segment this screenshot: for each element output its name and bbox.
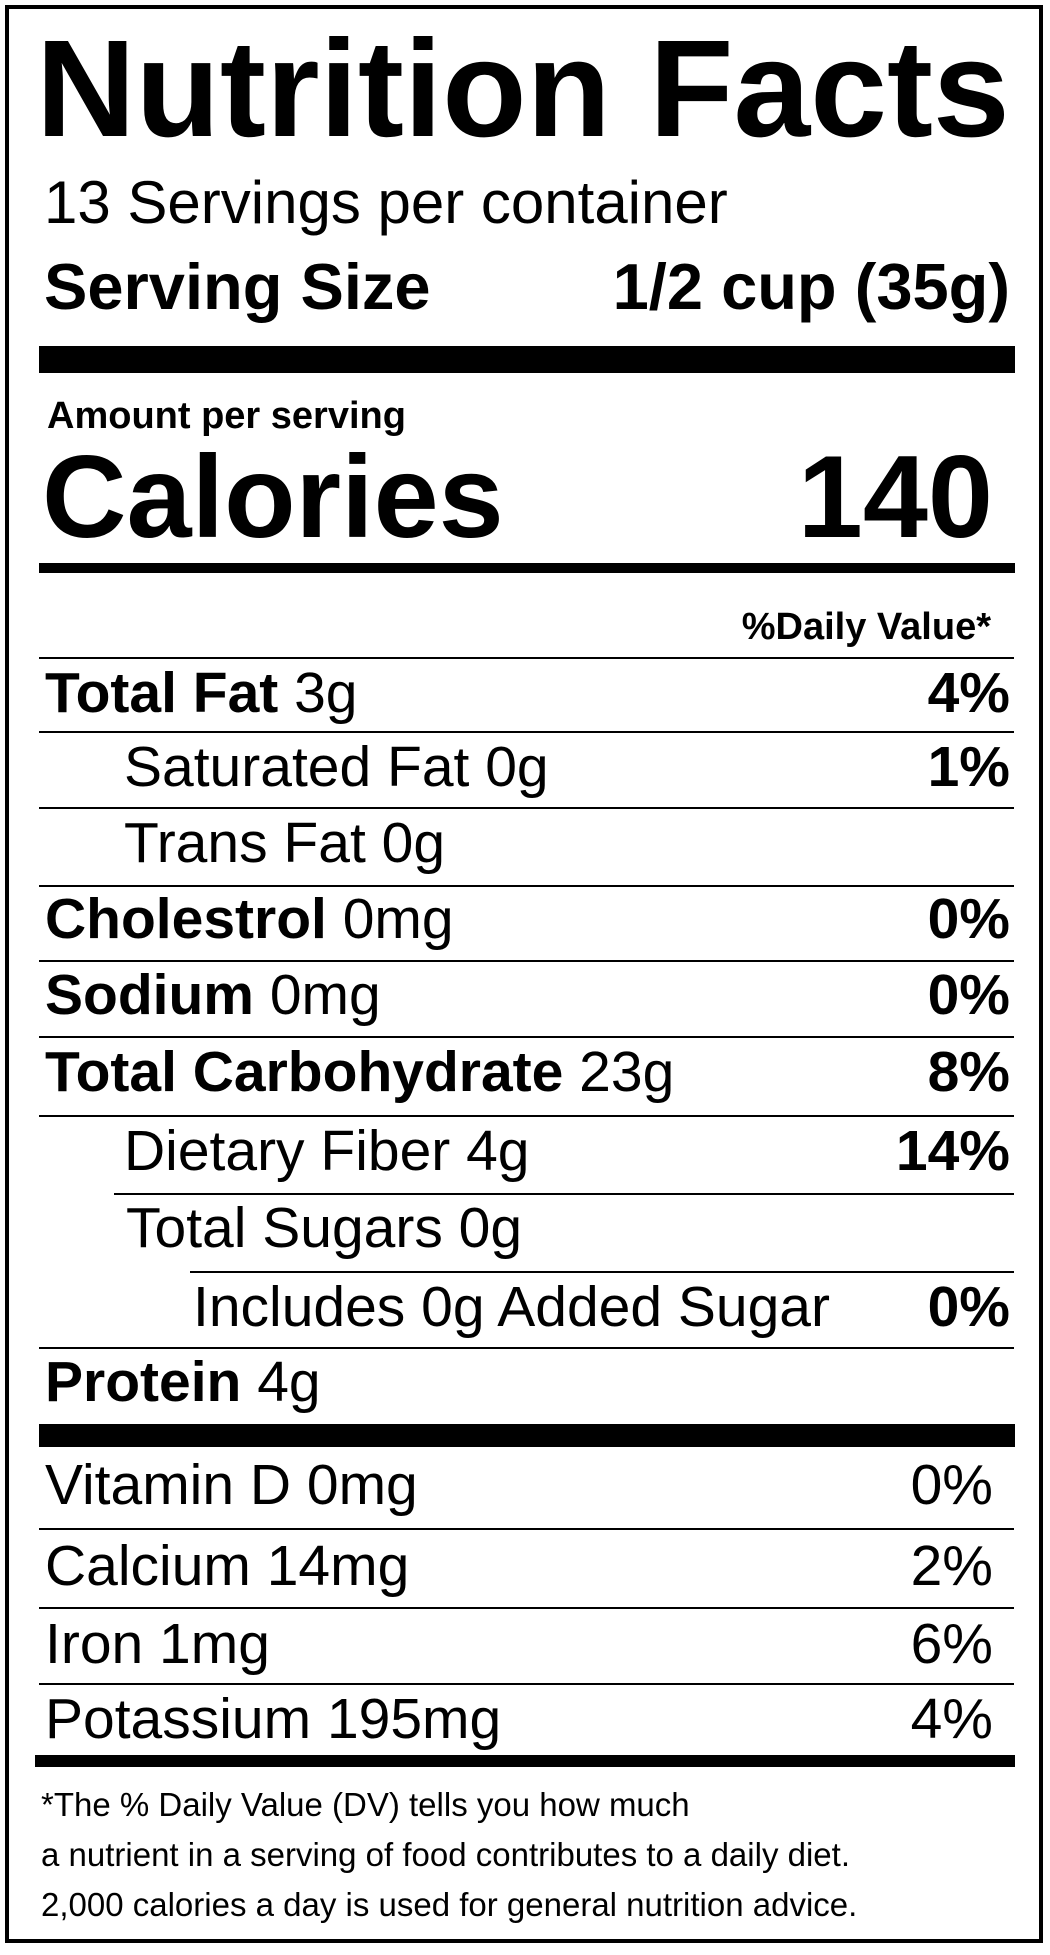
nutrient-row: Total Fat 3g (45, 665, 358, 722)
nutrient-name: Includes 0g Added Sugar (193, 1275, 830, 1339)
serving-size-label: Serving Size (44, 250, 431, 323)
amount-per-serving: Amount per serving (47, 395, 406, 437)
nutrient-amount: 0mg (326, 887, 454, 951)
nutrient-daily-value: 8% (927, 1040, 1010, 1104)
row-divider (39, 657, 1014, 659)
row-divider (114, 1193, 1014, 1195)
nutrient-daily-value: 0% (927, 1275, 1010, 1339)
nutrient-row: Includes 0g Added Sugar (193, 1279, 830, 1336)
row-divider (39, 1607, 1014, 1609)
nutrient-row: Total Carbohydrate 23g (45, 1044, 674, 1101)
nutrient-daily-value: 0% (927, 887, 1010, 951)
row-divider (39, 960, 1014, 962)
nutrient-amount: 23g (563, 1040, 675, 1104)
nutrient-name: Trans Fat 0g (124, 811, 446, 875)
nutrient-amount: 3g (278, 661, 358, 725)
nutrient-amount: 4g (241, 1350, 321, 1414)
vitamin-daily-value: 2% (910, 1534, 993, 1598)
row-divider (39, 807, 1014, 809)
vitamin-daily-value: 6% (910, 1612, 993, 1676)
nutrient-name: Protein (45, 1350, 242, 1414)
thick-divider (39, 346, 1015, 373)
nutrient-row: Sodium 0mg (45, 967, 381, 1024)
nutrient-row: Total Sugars 0g (126, 1200, 522, 1257)
nutrient-row: Protein 4g (45, 1354, 321, 1411)
nutrient-name: Total Fat (45, 661, 279, 725)
nutrient-name: Sodium (45, 963, 254, 1027)
nutrient-row: Dietary Fiber 4g (124, 1123, 530, 1180)
nutrient-daily-value: 0% (927, 963, 1010, 1027)
row-divider (39, 1528, 1014, 1530)
nutrient-amount: 0mg (254, 963, 381, 1027)
footnote-line: a nutrient in a serving of food contribu… (41, 1836, 850, 1873)
footnote-line: *The % Daily Value (DV) tells you how mu… (41, 1786, 690, 1823)
nutrient-daily-value: 1% (927, 735, 1010, 799)
vitamin-name: Calcium 14mg (45, 1534, 410, 1598)
nutrient-daily-value: 14% (895, 1119, 1010, 1183)
medium-divider (35, 1755, 1015, 1767)
nutrient-name: Cholestrol (45, 887, 327, 951)
footnote-line: 2,000 calories a day is used for general… (41, 1886, 858, 1923)
row-divider (39, 885, 1014, 887)
row-divider (39, 731, 1014, 733)
nutrient-name: Total Carbohydrate (45, 1040, 564, 1104)
row-divider (39, 1115, 1014, 1117)
nutrient-row: Cholestrol 0mg (45, 891, 454, 948)
row-divider (39, 1683, 1014, 1685)
vitamin-daily-value: 0% (910, 1453, 993, 1517)
vitamin-name: Vitamin D 0mg (45, 1453, 418, 1517)
servings-per-container: 13 Servings per container (44, 169, 728, 236)
nutrient-name: Dietary Fiber 4g (124, 1119, 530, 1183)
nutrition-label-border (5, 5, 1043, 1943)
medium-divider (39, 563, 1015, 573)
vitamin-name: Iron 1mg (45, 1612, 270, 1676)
daily-value-header: %Daily Value* (741, 606, 991, 648)
row-divider (39, 1036, 1014, 1038)
vitamin-name: Potassium 195mg (45, 1687, 502, 1751)
calories-label: Calories (42, 431, 504, 562)
label-title: Nutrition Facts (36, 12, 1010, 166)
nutrient-name: Total Sugars 0g (126, 1196, 523, 1260)
nutrient-daily-value: 4% (927, 661, 1010, 725)
thick-divider (39, 1424, 1015, 1447)
row-divider (190, 1271, 1014, 1273)
vitamin-daily-value: 4% (910, 1687, 993, 1751)
row-divider (39, 1347, 1014, 1349)
serving-size-value: 1/2 cup (35g) (612, 250, 1010, 323)
nutrient-name: Saturated Fat 0g (124, 735, 549, 799)
calories-value: 140 (797, 431, 993, 562)
nutrient-row: Trans Fat 0g (124, 815, 445, 872)
nutrient-row: Saturated Fat 0g (124, 739, 549, 796)
